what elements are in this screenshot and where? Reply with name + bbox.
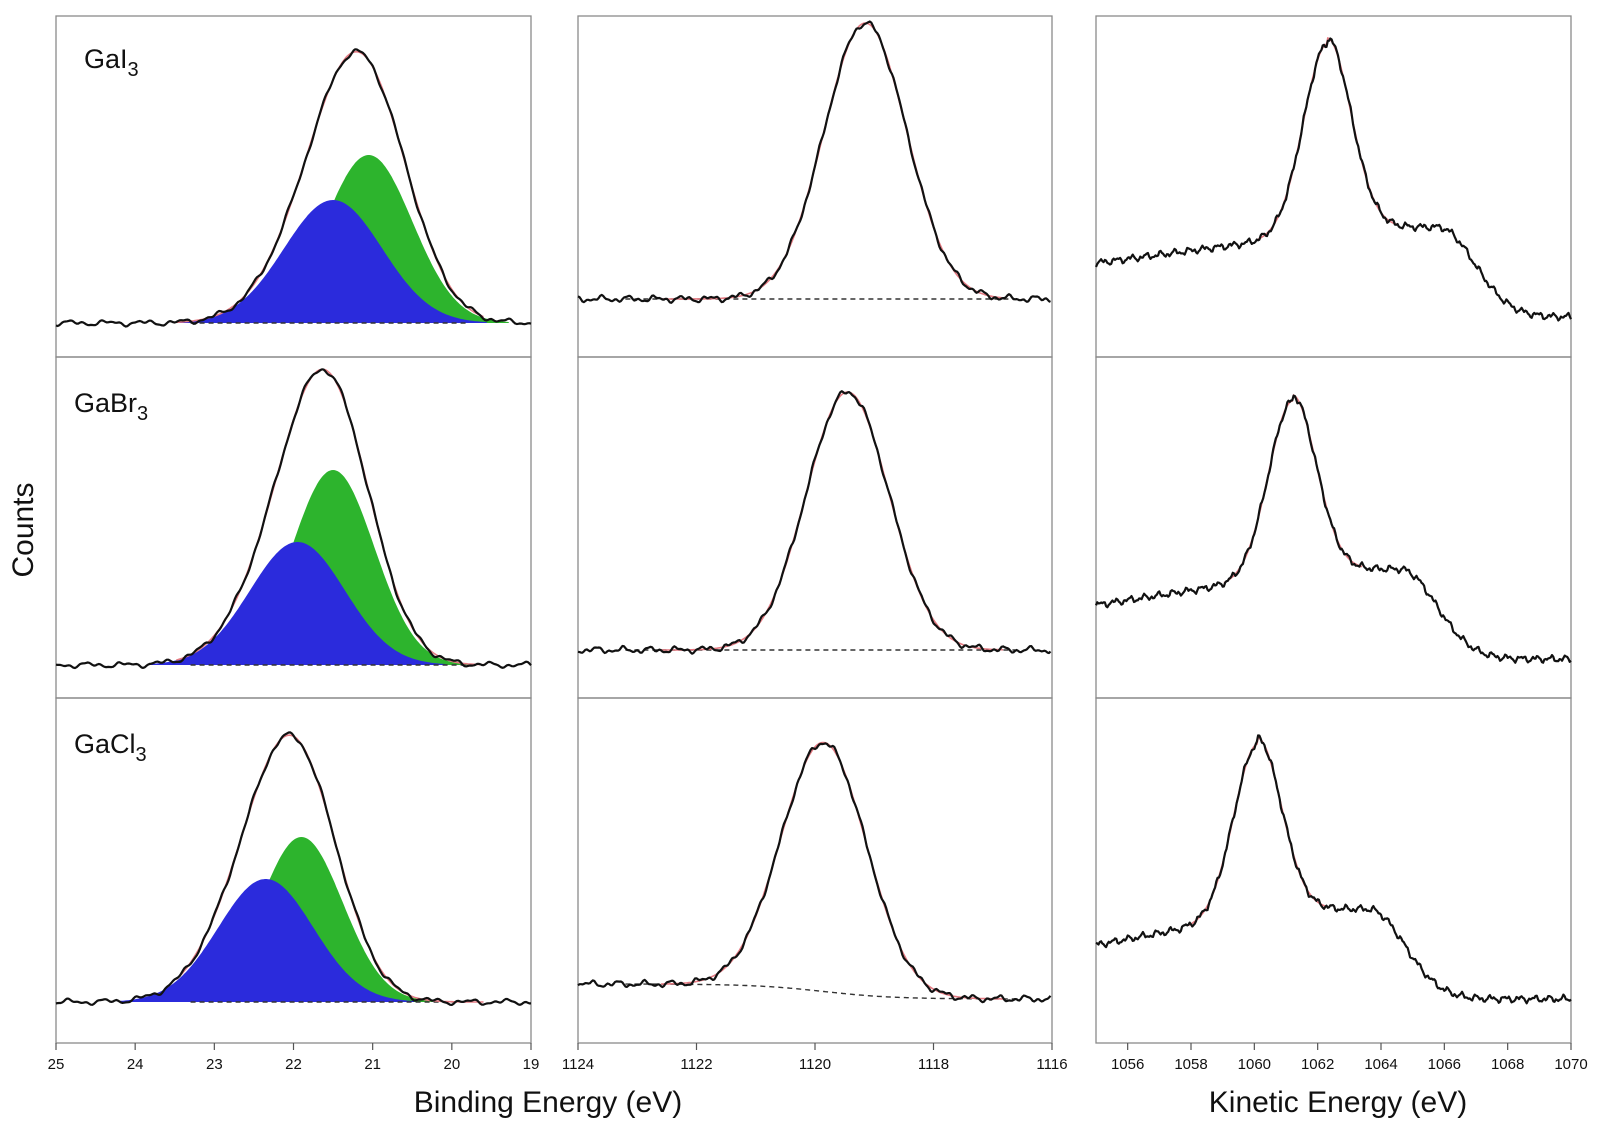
measured-spectrum-gai3 (55, 48, 532, 328)
core-panel-gacl3 (577, 741, 1052, 1004)
measured-spectrum-gai3 (1094, 37, 1572, 322)
x-tick-label-valence-23: 23 (206, 1056, 223, 1073)
measured-spectrum-gabr3 (55, 368, 532, 670)
x-tick-label-kinetic-1068: 1068 (1491, 1056, 1524, 1073)
x-tick-label-valence-25: 25 (48, 1056, 65, 1073)
panel-frame-r3-c3 (1095, 697, 1572, 1044)
measured-spectrum-gabr3 (577, 390, 1052, 655)
sample-label-gai3: GaI3 (84, 44, 139, 81)
x-tick-label-kinetic-1062: 1062 (1301, 1056, 1334, 1073)
x-tick-label-binding-1124: 1124 (562, 1056, 594, 1073)
measured-spectrum-gacl3 (577, 742, 1052, 1004)
x-tick-label-valence-24: 24 (127, 1056, 144, 1073)
panels (55, 15, 1572, 1044)
x-tick-label-kinetic-1058: 1058 (1174, 1056, 1207, 1073)
fit-envelope-gacl3 (661, 741, 1004, 1000)
fit-envelope-gai3 (1257, 37, 1397, 240)
valence-panel-gacl3 (55, 731, 531, 1006)
fit-envelope-gacl3 (1188, 737, 1327, 927)
valence-panel-gai3 (55, 48, 532, 328)
component-blue-gabr3 (149, 542, 446, 665)
core-panel-gabr3 (577, 390, 1052, 655)
auger-panel-gai3 (1094, 37, 1572, 322)
valence-panel-gabr3 (55, 368, 532, 670)
sample-label-gabr3: GaBr3 (74, 388, 148, 425)
measured-spectrum-gabr3 (1094, 394, 1572, 664)
x-tick-label-valence-22: 22 (285, 1056, 302, 1073)
measured-spectrum-gacl3 (55, 731, 531, 1006)
measured-spectrum-gai3 (577, 20, 1051, 304)
component-blue-gai3 (179, 200, 487, 323)
core-panel-gai3 (577, 20, 1051, 304)
auger-panel-gabr3 (1094, 393, 1572, 664)
x-axis-label-binding-energy: Binding Energy (eV) (414, 1086, 682, 1119)
x-tick-label-kinetic-1056: 1056 (1111, 1056, 1144, 1073)
sample-label-gacl3: GaCl3 (74, 729, 147, 766)
x-tick-label-kinetic-1060: 1060 (1238, 1056, 1271, 1073)
fit-envelope-gai3 (661, 22, 1004, 300)
panel-frame-r1-c3 (1095, 15, 1572, 358)
x-tick-label-binding-1120: 1120 (799, 1056, 831, 1073)
component-blue-gacl3 (117, 879, 414, 1002)
x-tick-label-binding-1116: 1116 (1036, 1056, 1067, 1073)
x-tick-label-kinetic-1070: 1070 (1554, 1056, 1587, 1073)
x-tick-label-valence-19: 19 (523, 1056, 540, 1073)
x-tick-label-binding-1118: 1118 (918, 1056, 949, 1073)
x-tick-label-binding-1122: 1122 (680, 1056, 712, 1073)
y-axis-label: Counts (7, 482, 40, 577)
panel-frame-r1-c2 (577, 15, 1053, 358)
auger-panel-gacl3 (1095, 734, 1572, 1005)
x-tick-label-valence-21: 21 (364, 1056, 381, 1073)
x-axis-label-kinetic-energy: Kinetic Energy (eV) (1209, 1086, 1467, 1119)
measured-spectrum-gacl3 (1095, 734, 1572, 1005)
x-tick-label-valence-20: 20 (443, 1056, 460, 1073)
fit-envelope-gabr3 (661, 391, 1004, 651)
x-tick-label-kinetic-1066: 1066 (1428, 1056, 1461, 1073)
x-axes: 25 24 23 22 21 20 19 1124 1122 1120 1118 1116 1056 10… (48, 1043, 1588, 1073)
x-tick-label-kinetic-1064: 1064 (1364, 1056, 1397, 1073)
